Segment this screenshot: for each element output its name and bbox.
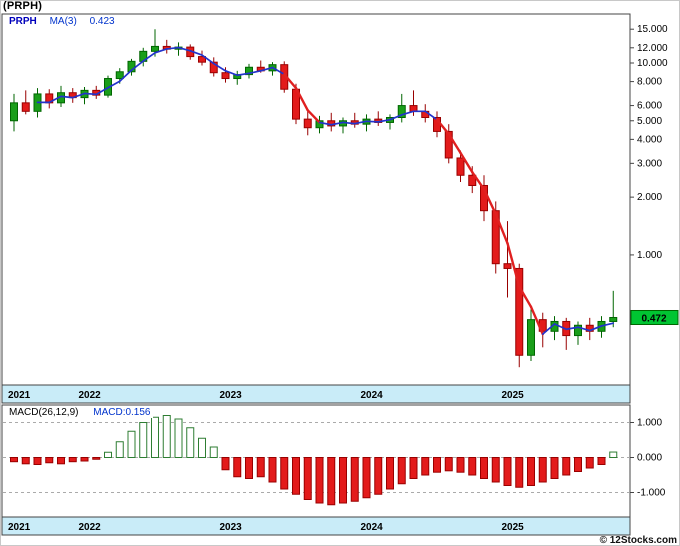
price-tick-label: 4.000 — [637, 134, 662, 145]
year-label: 2021 — [8, 390, 31, 401]
ticker-symbol: PRPH — [9, 16, 37, 27]
year-label: 2023 — [220, 390, 243, 401]
macd-label: MACD(26,12,9) — [9, 407, 79, 418]
price-tick-label: 2.000 — [637, 192, 662, 203]
ma-value: 0.423 — [89, 16, 115, 27]
copyright-watermark: © 12Stocks.com — [599, 535, 677, 546]
macd-tick-label: -1.000 — [637, 488, 666, 499]
price-tick-label: 5.000 — [637, 116, 662, 127]
ma-label: MA(3) — [49, 16, 77, 27]
macd-bars-group — [10, 415, 618, 506]
year-label: 2024 — [361, 390, 384, 401]
macd-tick-label: 1.000 — [637, 418, 662, 429]
price-tick-label: 10.000 — [637, 58, 668, 69]
main-plot-area — [1, 13, 631, 386]
macd-tick-label: 0.000 — [637, 453, 662, 464]
macd-legend: MACD(26,12,9) MACD:0.156 — [7, 407, 153, 418]
year-axis-band — [1, 516, 631, 536]
year-label: 2024 — [361, 522, 384, 533]
price-tick-label: 15.000 — [637, 24, 668, 35]
last-price-tag: 0.472 — [630, 309, 679, 325]
price-tick-label: 6.000 — [637, 101, 662, 112]
year-label: 2022 — [79, 522, 102, 533]
page-title: (PRPH) — [3, 0, 43, 12]
year-label: 2022 — [79, 390, 102, 401]
main-chart-legend: PRPH MA(3) 0.423 — [7, 16, 117, 27]
year-axis-band — [1, 384, 631, 404]
price-tick-label: 12.000 — [637, 43, 668, 54]
year-label: 2025 — [502, 390, 525, 401]
svg-text:0.472: 0.472 — [641, 313, 666, 324]
price-tick-label: 8.000 — [637, 77, 662, 88]
price-tick-label: 1.000 — [637, 250, 662, 261]
year-label: 2023 — [220, 522, 243, 533]
macd-value: MACD:0.156 — [93, 407, 151, 418]
year-label: 2021 — [8, 522, 31, 533]
year-label: 2025 — [502, 522, 525, 533]
price-tick-label: 3.000 — [637, 158, 662, 169]
ma-line-group — [36, 46, 615, 336]
